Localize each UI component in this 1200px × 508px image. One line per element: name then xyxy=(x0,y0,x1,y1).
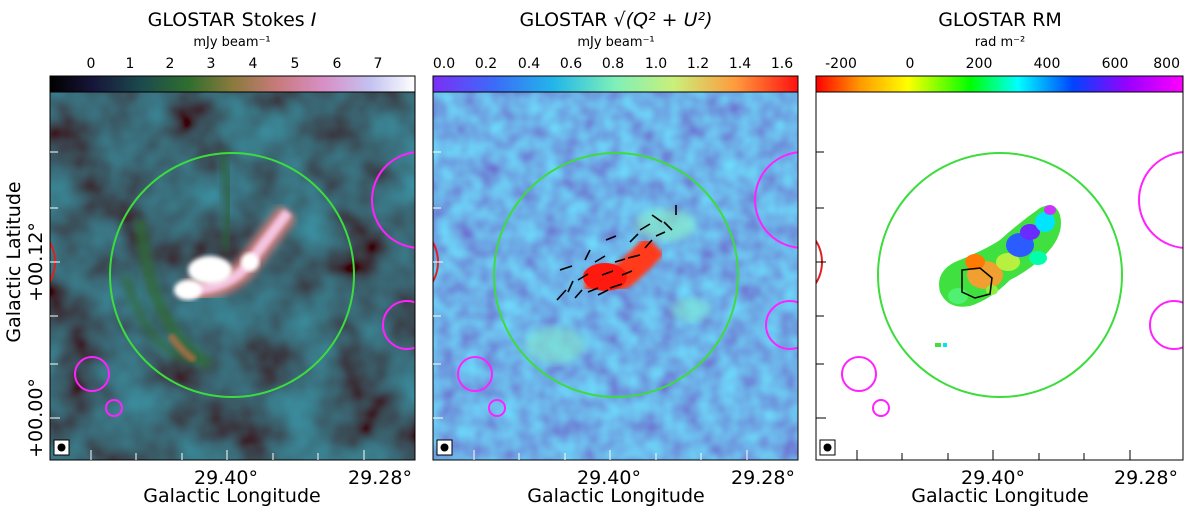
panel1-ytick-2: +00.00° xyxy=(25,378,47,458)
panel1-colorbar xyxy=(49,75,416,93)
panel1-xtick-2: 29.28° xyxy=(348,467,412,489)
panel-rotation-measure: GLOSTAR RM rad m⁻² -200 0 200 400 600 80… xyxy=(815,9,1184,507)
panel-polarized-intensity: GLOSTAR √(Q² + U²) mJy beam⁻¹ 0.0 0.2 0.… xyxy=(432,9,799,507)
panel1-image xyxy=(50,92,415,460)
colorbar-tick: 3 xyxy=(207,56,216,72)
panel2-xtick-1: 29.40° xyxy=(577,467,641,489)
colorbar-tick: 0 xyxy=(906,56,915,72)
colorbar-tick: 1.2 xyxy=(687,56,709,72)
colorbar-tick: 800 xyxy=(1153,56,1180,72)
panel-stokes-i: GLOSTAR Stokes I mJy beam⁻¹ 0 1 2 3 4 5 … xyxy=(3,9,416,507)
panel2-image xyxy=(433,92,798,460)
colorbar-tick: 0.6 xyxy=(560,56,582,72)
colorbar-tick: 1.4 xyxy=(729,56,751,72)
colorbar-tick: -200 xyxy=(825,56,857,72)
panel1-colorbar-label: mJy beam⁻¹ xyxy=(193,35,270,50)
panel3-colorbar-ticks: -200 0 200 400 600 800 xyxy=(825,56,1180,72)
colorbar-tick: 4 xyxy=(249,56,258,72)
panel3-xtick-1: 29.40° xyxy=(961,467,1025,489)
colorbar-tick: 0.0 xyxy=(433,56,455,72)
polarization-vectors xyxy=(556,205,677,301)
colorbar-tick: 7 xyxy=(374,56,383,72)
colorbar-tick: 1.0 xyxy=(645,56,667,72)
panel2-xlabel: Galactic Longitude xyxy=(527,485,704,507)
panel1-ylabel: Galactic Latitude xyxy=(3,181,25,342)
colorbar-tick: 0.4 xyxy=(518,56,540,72)
colorbar-tick: 0.2 xyxy=(475,56,497,72)
panel1-ytick-1: +00.12° xyxy=(25,222,47,302)
panel1-xtick-1: 29.40° xyxy=(194,467,258,489)
panel3-image xyxy=(816,92,1183,460)
panel3-tick-marks xyxy=(816,151,1131,460)
panel2-tick-marks xyxy=(433,151,748,460)
panel1-tick-marks xyxy=(50,151,365,460)
panel1-frame xyxy=(49,91,416,461)
colorbar-tick: 200 xyxy=(966,56,993,72)
panel2-frame xyxy=(432,91,799,461)
panel3-xtick-2: 29.28° xyxy=(1114,467,1178,489)
panel3-frame xyxy=(815,91,1184,461)
panel1-xlabel: Galactic Longitude xyxy=(143,485,320,507)
panel1-colorbar-ticks: 0 1 2 3 4 5 6 7 xyxy=(87,56,383,72)
colorbar-tick: 2 xyxy=(166,56,175,72)
panel2-colorbar-label: mJy beam⁻¹ xyxy=(577,35,654,50)
colorbar-tick: 0 xyxy=(87,56,96,72)
colorbar-tick: 600 xyxy=(1102,56,1129,72)
colorbar-tick: 6 xyxy=(333,56,342,72)
panel3-colorbar xyxy=(815,75,1184,93)
panel3-title: GLOSTAR RM xyxy=(938,9,1062,31)
colorbar-tick: 1.6 xyxy=(771,56,793,72)
panel3-colorbar-label: rad m⁻² xyxy=(975,35,1025,50)
colorbar-tick: 1 xyxy=(126,56,135,72)
colorbar-tick: 0.8 xyxy=(602,56,624,72)
colorbar-tick: 5 xyxy=(291,56,300,72)
panel2-colorbar-ticks: 0.0 0.2 0.4 0.6 0.8 1.0 1.2 1.4 1.6 xyxy=(433,56,793,72)
panel1-title: GLOSTAR Stokes I xyxy=(148,9,317,31)
panel2-title: GLOSTAR √(Q² + U²) xyxy=(519,9,712,31)
colorbar-tick: 400 xyxy=(1034,56,1061,72)
panel3-xlabel: Galactic Longitude xyxy=(911,485,1088,507)
panel2-colorbar xyxy=(432,75,799,93)
panel2-xtick-2: 29.28° xyxy=(731,467,795,489)
